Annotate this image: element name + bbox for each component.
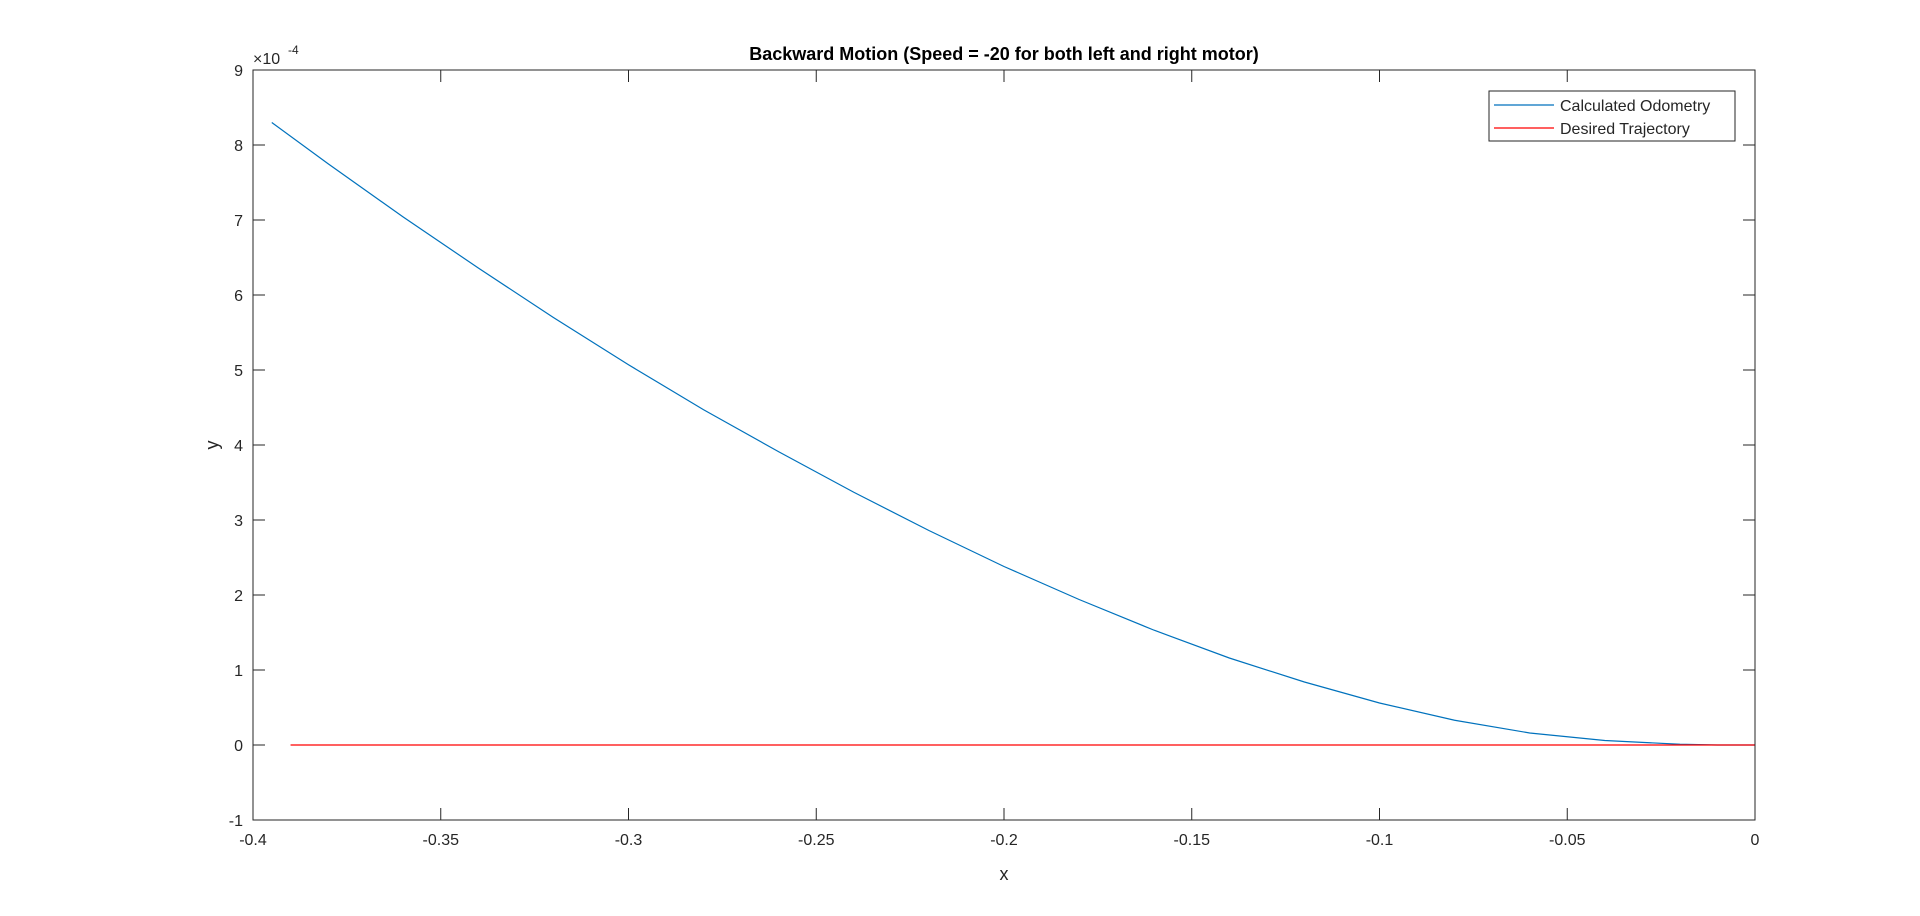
x-tick-label: -0.2 [990,832,1018,849]
axes-box [252,69,1756,821]
x-tick-label: -0.1 [1366,832,1394,849]
x-tick-label: -0.15 [1174,832,1211,849]
y-tick-label: 6 [234,288,243,305]
y-tick-label: 9 [234,63,243,80]
y-tick-label: 3 [234,513,243,530]
y-axis-label: y [202,441,222,450]
y-tick-label: 1 [234,663,243,680]
series-line-calculated-odometry [271,122,1755,746]
series-lines [271,122,1755,746]
chart-title: Backward Motion (Speed = -20 for both le… [749,44,1259,64]
legend-label-calculated-odometry: Calculated Odometry [1560,98,1710,115]
y-tick-label: 2 [234,588,243,605]
x-tick-label: -0.25 [798,832,835,849]
y-tick-label: 7 [234,213,243,230]
y-tick-label: 8 [234,138,243,155]
x-tick-label: -0.35 [423,832,460,849]
y-tick-label: -1 [229,813,243,830]
x-tick-label: -0.3 [615,832,643,849]
x-tick-label: -0.05 [1549,832,1586,849]
tick-labels: -0.4 -0.35 -0.3 -0.25 -0.2 -0.15 -0.1 -0.05 0 -1 0… [229,63,1760,849]
plot-background [253,70,1755,820]
y-exponent-power: -4 [288,43,299,57]
y-tick-label: 5 [234,363,243,380]
legend-label-desired-trajectory: Desired Trajectory [1560,121,1690,138]
y-exponent-base: ×10 [253,51,280,68]
x-tick-label: 0 [1751,832,1760,849]
y-tick-label: 0 [234,738,243,755]
y-exponent: ×10 -4 [253,43,299,68]
x-tick-label: -0.4 [239,832,267,849]
y-tick-label: 4 [234,438,243,455]
x-axis-label: x [1000,864,1009,884]
legend-box [1488,90,1736,142]
legend: Calculated Odometry Desired Trajectory [1488,90,1736,142]
